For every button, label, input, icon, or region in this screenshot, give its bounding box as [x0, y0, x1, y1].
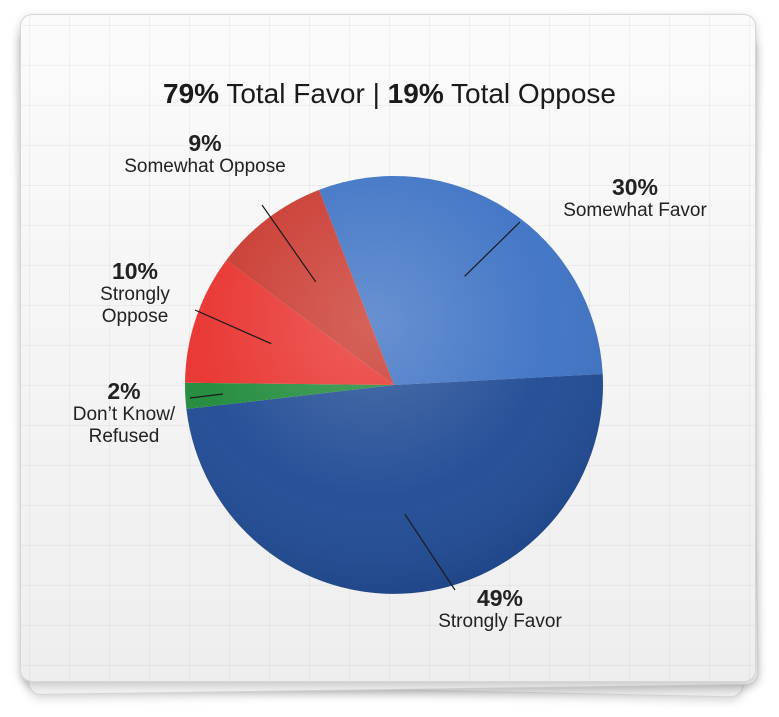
slice-strongly-favor-leader-line — [404, 513, 456, 591]
slice-strongly-favor — [186, 374, 603, 594]
label-strongly-oppose-line2: Oppose — [101, 306, 169, 327]
label-somewhat-oppose: 9% Somewhat Oppose — [100, 130, 310, 178]
slice-somewhat-favor-leader-line — [464, 221, 521, 277]
label-somewhat-oppose-pct: 9% — [188, 130, 222, 156]
label-somewhat-favor-text: Somewhat Favor — [563, 200, 707, 221]
label-dont-know-line1: Don’t Know/ — [72, 404, 176, 425]
label-strongly-oppose-pct: 10% — [111, 258, 159, 284]
label-strongly-oppose-line1: Strongly — [100, 284, 170, 305]
label-somewhat-oppose-text: Somewhat Oppose — [124, 156, 286, 177]
label-dont-know: 2% Don’t Know/ Refused — [44, 378, 204, 448]
label-somewhat-favor-pct: 30% — [611, 174, 659, 200]
total-favor-text: Total Favor — [226, 78, 365, 109]
slice-somewhat-oppose-leader-line — [261, 204, 317, 283]
label-strongly-oppose: 10% Strongly Oppose — [70, 258, 200, 328]
total-favor-value: 79% — [163, 78, 220, 109]
title-separator: | — [372, 78, 380, 109]
label-strongly-favor: 49% Strongly Favor — [400, 585, 600, 633]
label-somewhat-favor: 30% Somewhat Favor — [530, 174, 740, 222]
chart-title: 79% Total Favor | 19% Total Oppose — [0, 78, 779, 110]
label-strongly-favor-text: Strongly Favor — [438, 611, 562, 632]
label-strongly-favor-pct: 49% — [476, 585, 524, 611]
total-oppose-value: 19% — [387, 78, 444, 109]
slice-dont-know-leader-line — [189, 393, 223, 399]
slice-strongly-oppose-leader-line — [194, 309, 272, 345]
label-dont-know-pct: 2% — [107, 378, 141, 404]
total-oppose-text: Total Oppose — [451, 78, 616, 109]
label-dont-know-line2: Refused — [88, 426, 160, 447]
